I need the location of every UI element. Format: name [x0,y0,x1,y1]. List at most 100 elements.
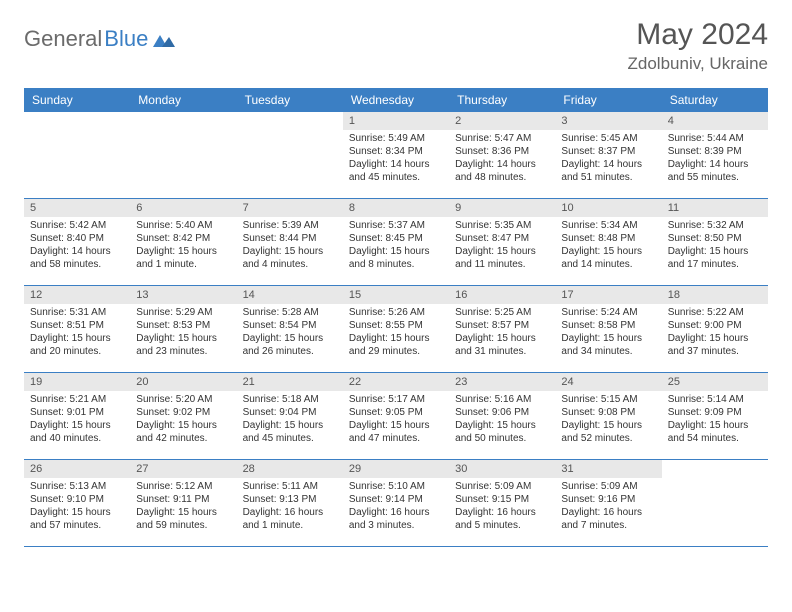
detail-line: and 59 minutes. [136,519,230,532]
detail-line: Sunset: 8:51 PM [30,319,124,332]
detail-line: and 42 minutes. [136,432,230,445]
day-details: Sunrise: 5:21 AMSunset: 9:01 PMDaylight:… [24,391,130,449]
day-cell: 15Sunrise: 5:26 AMSunset: 8:55 PMDayligh… [343,286,449,372]
detail-line: Daylight: 16 hours [561,506,655,519]
detail-line: and 7 minutes. [561,519,655,532]
detail-line: Sunrise: 5:14 AM [668,393,762,406]
detail-line: Daylight: 15 hours [30,419,124,432]
detail-line: Daylight: 14 hours [668,158,762,171]
empty-cell: . [24,112,130,198]
detail-line: Sunrise: 5:34 AM [561,219,655,232]
detail-line: Sunset: 9:06 PM [455,406,549,419]
calendar-week: ...1Sunrise: 5:49 AMSunset: 8:34 PMDayli… [24,112,768,199]
day-number: 28 [237,460,343,478]
detail-line: Sunrise: 5:31 AM [30,306,124,319]
day-details: Sunrise: 5:24 AMSunset: 8:58 PMDaylight:… [555,304,661,362]
detail-line: Sunset: 9:04 PM [243,406,337,419]
day-details: Sunrise: 5:45 AMSunset: 8:37 PMDaylight:… [555,130,661,188]
detail-line: Daylight: 15 hours [243,419,337,432]
day-number: 8 [343,199,449,217]
day-details: Sunrise: 5:14 AMSunset: 9:09 PMDaylight:… [662,391,768,449]
detail-line: Sunrise: 5:45 AM [561,132,655,145]
detail-line: Daylight: 15 hours [668,245,762,258]
calendar-week: 12Sunrise: 5:31 AMSunset: 8:51 PMDayligh… [24,286,768,373]
detail-line: Sunset: 9:13 PM [243,493,337,506]
day-cell: 19Sunrise: 5:21 AMSunset: 9:01 PMDayligh… [24,373,130,459]
detail-line: Sunset: 8:42 PM [136,232,230,245]
day-number: 3 [555,112,661,130]
day-details: Sunrise: 5:09 AMSunset: 9:15 PMDaylight:… [449,478,555,536]
detail-line: Sunset: 8:53 PM [136,319,230,332]
detail-line: Daylight: 15 hours [30,506,124,519]
detail-line: Daylight: 15 hours [243,332,337,345]
day-cell: 12Sunrise: 5:31 AMSunset: 8:51 PMDayligh… [24,286,130,372]
logo-icon [153,31,175,47]
detail-line: Daylight: 15 hours [455,245,549,258]
detail-line: Sunset: 8:45 PM [349,232,443,245]
weekday-label: Saturday [662,88,768,112]
day-number: 1 [343,112,449,130]
detail-line: and 17 minutes. [668,258,762,271]
detail-line: and 20 minutes. [30,345,124,358]
day-cell: 10Sunrise: 5:34 AMSunset: 8:48 PMDayligh… [555,199,661,285]
detail-line: Sunset: 8:47 PM [455,232,549,245]
day-number: 4 [662,112,768,130]
detail-line: Sunset: 8:58 PM [561,319,655,332]
day-cell: 24Sunrise: 5:15 AMSunset: 9:08 PMDayligh… [555,373,661,459]
day-cell: 5Sunrise: 5:42 AMSunset: 8:40 PMDaylight… [24,199,130,285]
weekday-label: Tuesday [237,88,343,112]
detail-line: Daylight: 15 hours [561,419,655,432]
day-details: Sunrise: 5:39 AMSunset: 8:44 PMDaylight:… [237,217,343,275]
detail-line: Sunrise: 5:25 AM [455,306,549,319]
day-number: 19 [24,373,130,391]
detail-line: and 5 minutes. [455,519,549,532]
detail-line: Sunrise: 5:49 AM [349,132,443,145]
day-details: Sunrise: 5:09 AMSunset: 9:16 PMDaylight:… [555,478,661,536]
detail-line: Sunrise: 5:13 AM [30,480,124,493]
detail-line: Daylight: 15 hours [30,332,124,345]
detail-line: and 55 minutes. [668,171,762,184]
detail-line: Sunrise: 5:20 AM [136,393,230,406]
detail-line: and 40 minutes. [30,432,124,445]
day-cell: 13Sunrise: 5:29 AMSunset: 8:53 PMDayligh… [130,286,236,372]
day-cell: 31Sunrise: 5:09 AMSunset: 9:16 PMDayligh… [555,460,661,546]
day-number: 7 [237,199,343,217]
detail-line: Daylight: 15 hours [349,332,443,345]
detail-line: and 48 minutes. [455,171,549,184]
detail-line: Sunset: 8:50 PM [668,232,762,245]
day-number: 17 [555,286,661,304]
day-number: 30 [449,460,555,478]
day-details: Sunrise: 5:28 AMSunset: 8:54 PMDaylight:… [237,304,343,362]
day-details: Sunrise: 5:47 AMSunset: 8:36 PMDaylight:… [449,130,555,188]
calendar: SundayMondayTuesdayWednesdayThursdayFrid… [24,88,768,547]
day-cell: 21Sunrise: 5:18 AMSunset: 9:04 PMDayligh… [237,373,343,459]
detail-line: Sunset: 8:36 PM [455,145,549,158]
day-details: Sunrise: 5:11 AMSunset: 9:13 PMDaylight:… [237,478,343,536]
detail-line: and 52 minutes. [561,432,655,445]
logo: GeneralBlue [24,18,175,52]
day-number: 18 [662,286,768,304]
detail-line: Daylight: 15 hours [243,245,337,258]
detail-line: Sunset: 8:55 PM [349,319,443,332]
day-cell: 4Sunrise: 5:44 AMSunset: 8:39 PMDaylight… [662,112,768,198]
detail-line: Sunrise: 5:35 AM [455,219,549,232]
detail-line: Daylight: 15 hours [136,245,230,258]
weekday-label: Thursday [449,88,555,112]
detail-line: Sunset: 9:01 PM [30,406,124,419]
day-details: Sunrise: 5:17 AMSunset: 9:05 PMDaylight:… [343,391,449,449]
detail-line: Daylight: 15 hours [349,419,443,432]
detail-line: Daylight: 15 hours [561,245,655,258]
detail-line: Sunrise: 5:09 AM [455,480,549,493]
day-cell: 2Sunrise: 5:47 AMSunset: 8:36 PMDaylight… [449,112,555,198]
day-cell: 23Sunrise: 5:16 AMSunset: 9:06 PMDayligh… [449,373,555,459]
day-number: 25 [662,373,768,391]
detail-line: Sunrise: 5:15 AM [561,393,655,406]
day-details: Sunrise: 5:12 AMSunset: 9:11 PMDaylight:… [130,478,236,536]
day-details: Sunrise: 5:44 AMSunset: 8:39 PMDaylight:… [662,130,768,188]
detail-line: Sunrise: 5:39 AM [243,219,337,232]
month-title: May 2024 [628,18,768,52]
weekday-label: Friday [555,88,661,112]
detail-line: and 4 minutes. [243,258,337,271]
detail-line: and 50 minutes. [455,432,549,445]
day-number: 26 [24,460,130,478]
